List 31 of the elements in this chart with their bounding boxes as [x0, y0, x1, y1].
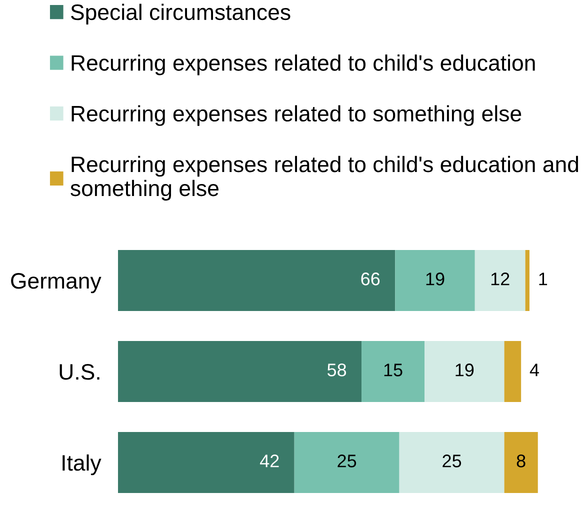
data-label: 25: [442, 454, 462, 468]
bar: [362, 341, 425, 402]
legend-label: Special circumstances: [70, 4, 290, 25]
bar: [474, 250, 526, 311]
legend-label: Recurring expenses related to something else: [72, 105, 522, 126]
bar: [504, 432, 538, 493]
data-label: 12: [491, 272, 510, 286]
data-label: 4: [530, 364, 539, 376]
legend-label: Recurring expenses related to child's education: [72, 54, 535, 76]
bar: [294, 432, 400, 493]
bar: [424, 341, 504, 402]
bar: [118, 250, 396, 311]
data-label: 19: [456, 364, 474, 376]
bar: [118, 341, 362, 402]
y-tick-label: Germany: [11, 273, 102, 294]
legend-label: Recurring expenses related to child's education and something else: [70, 156, 578, 201]
data-label: 66: [361, 272, 380, 286]
data-label: 58: [327, 364, 346, 376]
data-label: 8: [516, 454, 526, 468]
data-label: 42: [260, 454, 279, 468]
data-label: 1: [539, 272, 548, 286]
data-label: 15: [384, 364, 402, 376]
bar: [525, 250, 530, 311]
data-label: 19: [426, 272, 444, 286]
y-tick-label: Italy: [62, 454, 102, 476]
y-tick-label: U.S.: [60, 364, 100, 380]
bar: [118, 432, 294, 493]
bar: [504, 341, 522, 402]
bar: [399, 432, 504, 493]
bar: [395, 250, 475, 311]
data-label: 25: [338, 454, 356, 468]
